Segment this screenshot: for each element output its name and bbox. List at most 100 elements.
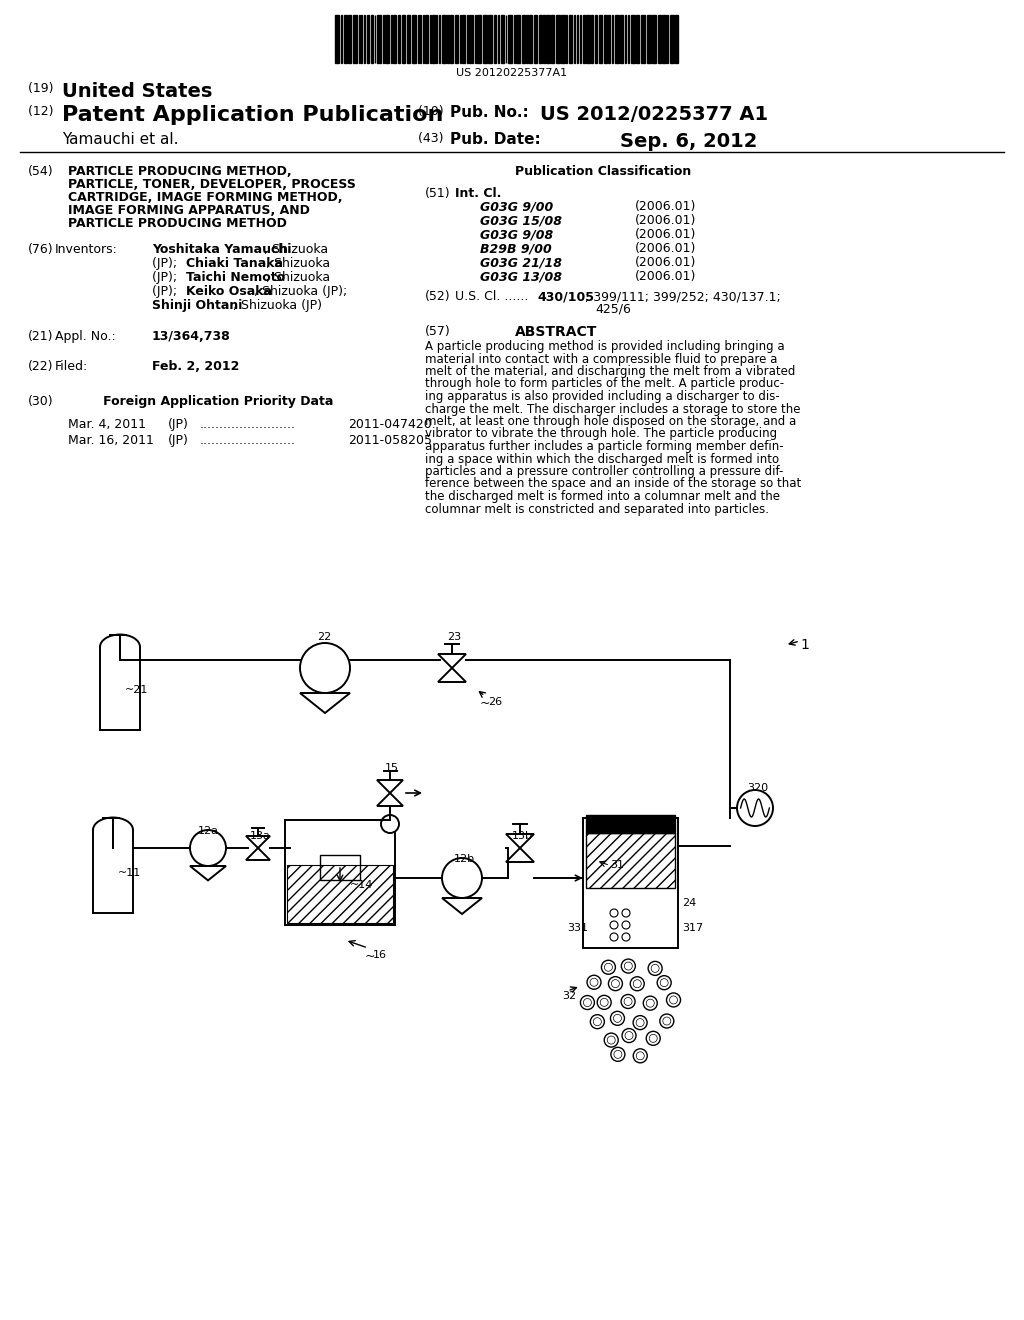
- Text: Mar. 4, 2011: Mar. 4, 2011: [68, 418, 146, 432]
- Text: (51): (51): [425, 187, 451, 201]
- Text: 23: 23: [447, 632, 461, 642]
- Bar: [599, 15, 602, 63]
- Text: Sep. 6, 2012: Sep. 6, 2012: [620, 132, 758, 150]
- Text: Pub. Date:: Pub. Date:: [450, 132, 541, 147]
- Text: (19): (19): [28, 82, 57, 95]
- Text: 12a: 12a: [198, 826, 219, 836]
- Bar: [477, 15, 481, 63]
- Bar: [657, 15, 660, 63]
- Polygon shape: [442, 898, 482, 913]
- Bar: [529, 15, 532, 63]
- Text: 24: 24: [683, 898, 696, 908]
- Bar: [432, 15, 434, 63]
- Bar: [652, 15, 656, 63]
- Bar: [483, 15, 486, 63]
- Text: , Shizuoka: , Shizuoka: [266, 271, 331, 284]
- Circle shape: [622, 960, 635, 973]
- Bar: [551, 15, 554, 63]
- Text: US 20120225377A1: US 20120225377A1: [457, 69, 567, 78]
- Circle shape: [633, 1049, 647, 1063]
- Text: Chiaki Tanaka: Chiaki Tanaka: [185, 257, 283, 271]
- Bar: [591, 15, 593, 63]
- Text: Appl. No.:: Appl. No.:: [55, 330, 116, 343]
- Bar: [586, 814, 675, 833]
- Bar: [561, 15, 564, 63]
- Text: G03G 15/08: G03G 15/08: [480, 214, 562, 227]
- Circle shape: [611, 1047, 625, 1061]
- Bar: [573, 15, 575, 63]
- Circle shape: [591, 1015, 604, 1028]
- Text: melt, at least one through hole disposed on the storage, and a: melt, at least one through hole disposed…: [425, 414, 797, 428]
- Text: (JP): (JP): [168, 434, 188, 447]
- Text: PARTICLE PRODUCING METHOD,: PARTICLE PRODUCING METHOD,: [68, 165, 292, 178]
- Bar: [348, 15, 351, 63]
- Bar: [498, 15, 500, 63]
- Bar: [494, 15, 497, 63]
- Text: 12b: 12b: [454, 854, 475, 865]
- Text: (JP): (JP): [168, 418, 188, 432]
- Bar: [608, 15, 610, 63]
- Text: (21): (21): [28, 330, 53, 343]
- Bar: [603, 15, 606, 63]
- Text: B29B 9/00: B29B 9/00: [480, 242, 552, 255]
- Circle shape: [622, 921, 630, 929]
- Text: (12): (12): [28, 106, 57, 117]
- Bar: [625, 15, 626, 63]
- Text: ing apparatus is also provided including a discharger to dis-: ing apparatus is also provided including…: [425, 389, 779, 403]
- Text: 13b: 13b: [512, 832, 534, 841]
- Bar: [488, 15, 493, 63]
- Bar: [614, 15, 618, 63]
- Circle shape: [300, 643, 350, 693]
- Text: U.S. Cl. ......: U.S. Cl. ......: [455, 290, 528, 304]
- Bar: [358, 15, 359, 63]
- Text: the discharged melt is formed into a columnar melt and the: the discharged melt is formed into a col…: [425, 490, 780, 503]
- Text: ; 399/111; 399/252; 430/137.1;: ; 399/111; 399/252; 430/137.1;: [585, 290, 780, 304]
- Text: 31: 31: [610, 861, 624, 870]
- Text: (JP);: (JP);: [152, 271, 181, 284]
- Text: PARTICLE PRODUCING METHOD: PARTICLE PRODUCING METHOD: [68, 216, 287, 230]
- Text: 26: 26: [488, 697, 502, 708]
- Circle shape: [587, 975, 601, 989]
- Polygon shape: [438, 668, 466, 682]
- Polygon shape: [300, 693, 350, 713]
- Text: Inventors:: Inventors:: [55, 243, 118, 256]
- Circle shape: [622, 994, 635, 1008]
- Text: 16: 16: [373, 950, 387, 960]
- Circle shape: [622, 933, 630, 941]
- Text: charge the melt. The discharger includes a storage to store the: charge the melt. The discharger includes…: [425, 403, 801, 416]
- Text: Shinji Ohtani: Shinji Ohtani: [152, 300, 243, 312]
- Text: PARTICLE, TONER, DEVELOPER, PROCESS: PARTICLE, TONER, DEVELOPER, PROCESS: [68, 178, 356, 191]
- Bar: [377, 15, 381, 63]
- Circle shape: [581, 995, 594, 1010]
- Text: ference between the space and an inside of the storage so that: ference between the space and an inside …: [425, 478, 801, 491]
- Text: (52): (52): [425, 290, 451, 304]
- Bar: [462, 15, 465, 63]
- Text: 331: 331: [567, 923, 589, 933]
- Bar: [526, 15, 527, 63]
- Circle shape: [381, 814, 399, 833]
- Bar: [393, 15, 396, 63]
- Bar: [547, 15, 550, 63]
- Bar: [371, 15, 373, 63]
- Text: Int. Cl.: Int. Cl.: [455, 187, 502, 201]
- Text: G03G 9/00: G03G 9/00: [480, 201, 553, 213]
- Bar: [663, 15, 666, 63]
- Bar: [407, 15, 411, 63]
- Text: 320: 320: [746, 783, 768, 793]
- Text: Pub. No.:: Pub. No.:: [450, 106, 534, 120]
- Text: ........................: ........................: [200, 434, 296, 447]
- Bar: [451, 15, 454, 63]
- Circle shape: [608, 977, 623, 990]
- Text: G03G 13/08: G03G 13/08: [480, 271, 562, 282]
- Text: 2011-058205: 2011-058205: [348, 434, 432, 447]
- Text: (2006.01): (2006.01): [635, 242, 696, 255]
- Text: (22): (22): [28, 360, 53, 374]
- Text: Filed:: Filed:: [55, 360, 88, 374]
- Circle shape: [610, 1011, 625, 1026]
- Bar: [556, 15, 560, 63]
- Bar: [438, 15, 440, 63]
- Circle shape: [622, 1028, 636, 1043]
- Bar: [583, 818, 678, 948]
- Bar: [670, 15, 674, 63]
- Text: Yoshitaka Yamauchi: Yoshitaka Yamauchi: [152, 243, 292, 256]
